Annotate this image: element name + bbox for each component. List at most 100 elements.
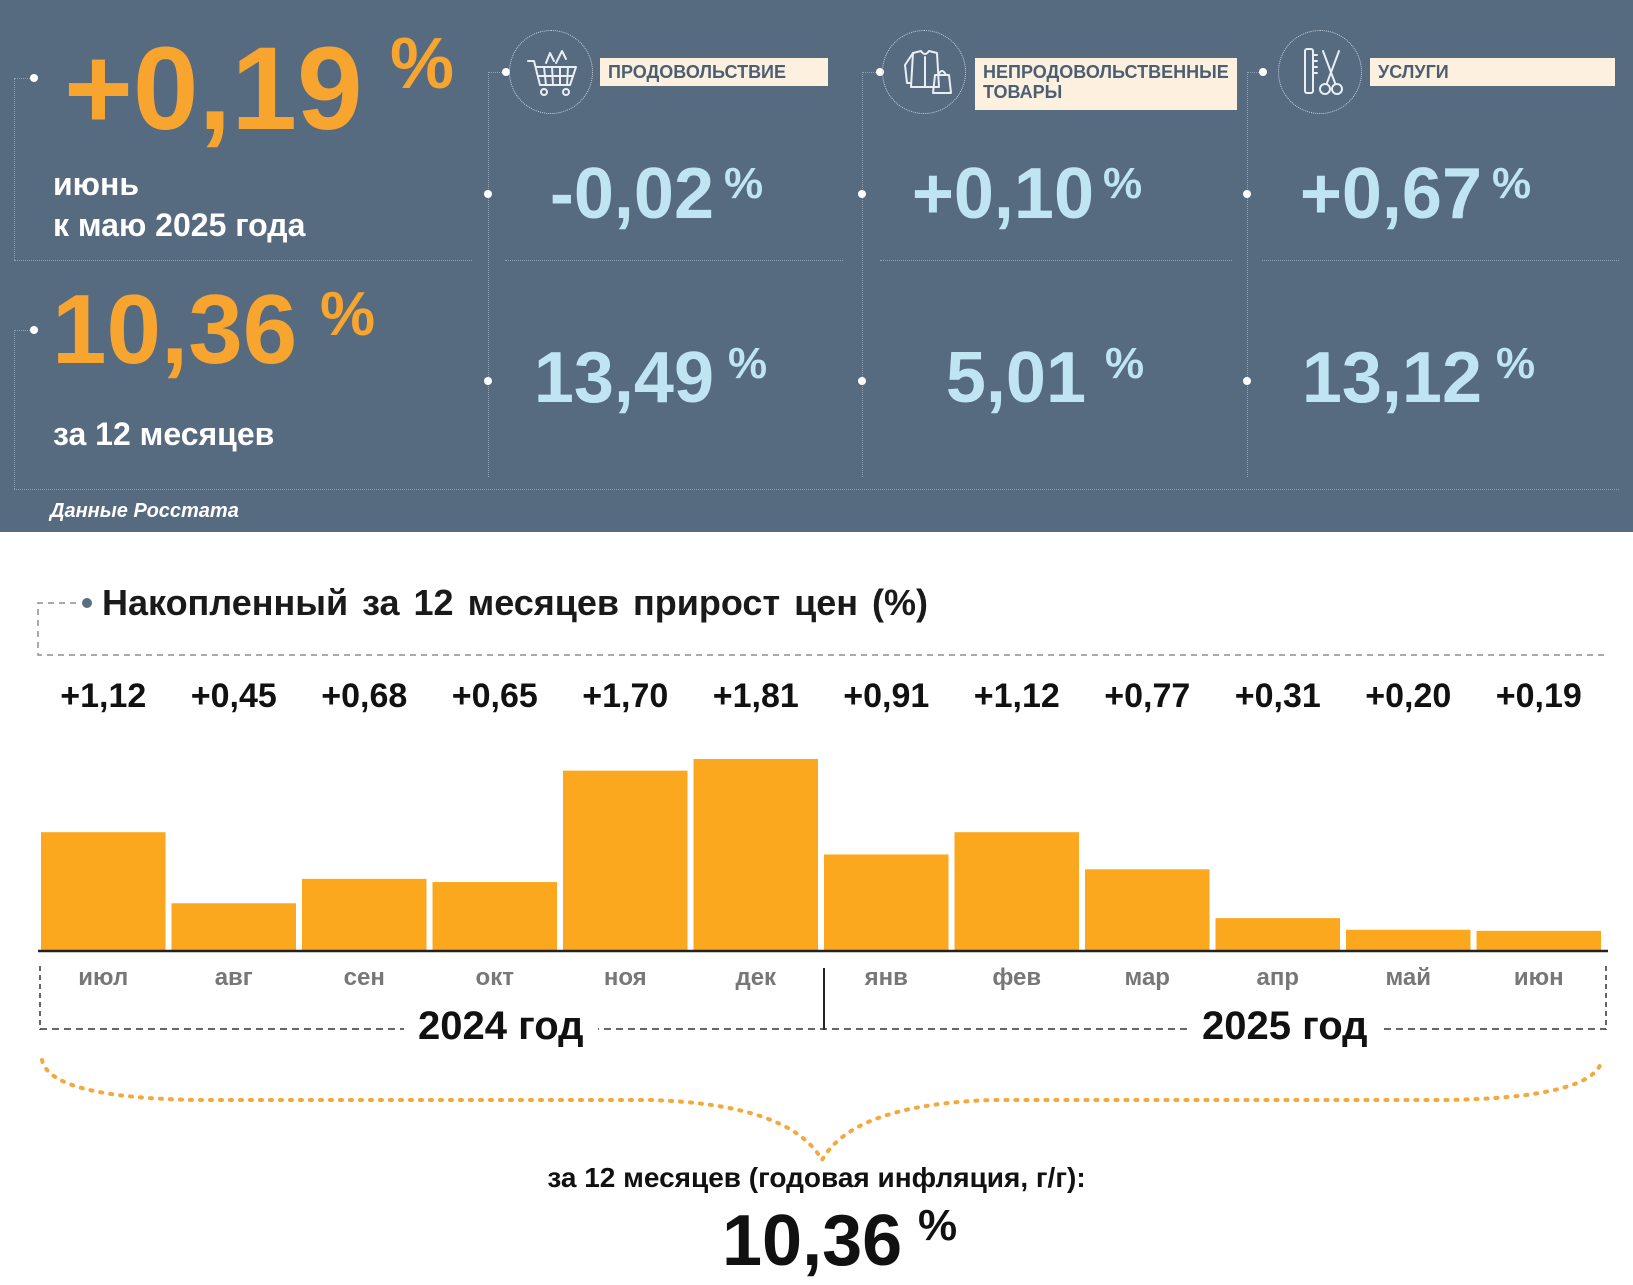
value-label-окт: +0,65 (451, 677, 538, 715)
nonfood-annual-percent: % (1105, 339, 1145, 388)
category-label-nonfood: НЕПРОДОВОЛЬСТВЕННЫЕ ТОВАРЫ (975, 58, 1237, 110)
connector (488, 72, 506, 73)
data-source: Данные Росстата (50, 500, 239, 522)
year-label-2025: 2025 год (1188, 1004, 1382, 1049)
shopping-cart-icon (509, 30, 593, 114)
food-monthly-value: -0,02 (549, 154, 714, 234)
total-caption: за 12 месяцев (годовая инфляция, г/г): (547, 1162, 1086, 1193)
total-percent-sign: % (918, 1201, 958, 1250)
bar-окт (432, 882, 557, 951)
annual-value: 10,36 (52, 274, 298, 384)
category-label-services: УСЛУГИ (1370, 58, 1615, 86)
value-label-июн: +0,19 (1495, 677, 1582, 715)
month-label-мар: мар (1124, 964, 1170, 991)
month-label-июл: июл (78, 964, 129, 991)
connector (1247, 72, 1263, 73)
monthly-percent-sign: % (390, 24, 455, 104)
node-dot (484, 190, 492, 198)
category-label-nonfood-line1: НЕПРОДОВОЛЬСТВЕННЫЕ (983, 62, 1229, 82)
bar-янв (824, 854, 949, 951)
title-bullet (82, 598, 92, 608)
connector (14, 78, 34, 79)
node-dot (858, 190, 866, 198)
nonfood-monthly-value: +0,10 (911, 154, 1094, 234)
total-brace (40, 1058, 1604, 1165)
month-label-дек: дек (735, 964, 777, 991)
divider (14, 260, 472, 261)
month-label-сен: сен (343, 964, 385, 991)
connector (862, 72, 863, 477)
connector (862, 72, 880, 73)
bar-дек (693, 759, 818, 951)
divider (880, 260, 1232, 261)
month-label-апр: апр (1256, 964, 1299, 991)
monthly-label-month: июнь (53, 166, 139, 202)
node-dot (1243, 190, 1251, 198)
value-label-авг: +0,45 (190, 677, 277, 715)
value-label-май: +0,20 (1365, 677, 1452, 715)
connector (14, 330, 15, 489)
connector (488, 72, 489, 477)
value-label-сен: +0,68 (321, 677, 408, 715)
annual-label: за 12 месяцев (53, 416, 275, 452)
services-annual-percent: % (1496, 339, 1536, 388)
value-label-июл: +1,12 (60, 677, 147, 715)
node-dot (502, 68, 510, 76)
month-label-окт: окт (475, 964, 514, 991)
month-label-июн: июн (1513, 964, 1564, 991)
bar-май (1346, 929, 1471, 951)
month-label-янв: янв (864, 964, 908, 991)
node-dot (30, 326, 38, 334)
divider (505, 260, 843, 261)
node-dot (858, 377, 866, 385)
connector (1247, 72, 1248, 477)
node-dot (876, 68, 884, 76)
category-label-nonfood-line2: ТОВАРЫ (983, 82, 1063, 102)
scissors-comb-icon (1278, 30, 1362, 114)
bar-сен (302, 878, 427, 951)
annual-percent-sign: % (320, 280, 376, 349)
divider (14, 489, 1619, 490)
node-dot (30, 74, 38, 82)
month-label-ноя: ноя (603, 964, 647, 991)
summary-panel: +0,19 % июнь к маю 2025 года 10,36 % за … (0, 0, 1633, 532)
nonfood-annual-value: 5,01 (945, 338, 1086, 418)
bar-апр (1215, 918, 1340, 951)
total-value: 10,36 (722, 1201, 903, 1281)
divider (1262, 260, 1619, 261)
value-label-янв: +0,91 (843, 677, 930, 715)
connector (14, 330, 34, 331)
month-label-май: май (1385, 964, 1432, 991)
month-label-фев: фев (992, 964, 1042, 991)
category-label-food: ПРОДОВОЛЬСТВИЕ (600, 58, 828, 86)
bar-авг (171, 903, 296, 951)
title-connector (37, 602, 1608, 656)
monthly-value: +0,19 (64, 23, 363, 155)
food-annual-percent: % (728, 339, 768, 388)
node-dot (1243, 377, 1251, 385)
bar-фев (954, 832, 1079, 951)
node-dot (484, 377, 492, 385)
connector (14, 78, 15, 260)
value-label-апр: +0,31 (1234, 677, 1321, 715)
nonfood-monthly-percent: % (1103, 159, 1143, 208)
category-label-food-text: ПРОДОВОЛЬСТВИЕ (608, 62, 787, 82)
clothing-icon (882, 30, 966, 114)
value-label-ноя: +1,70 (582, 677, 669, 715)
node-dot (1259, 68, 1267, 76)
value-label-мар: +0,77 (1104, 677, 1191, 715)
chart-title: Накопленный за 12 месяцев прирост цен (%… (102, 582, 928, 623)
monthly-label-period: к маю 2025 года (53, 207, 306, 243)
bar-июл (41, 832, 166, 951)
food-annual-value: 13,49 (533, 338, 714, 418)
services-annual-value: 13,12 (1301, 338, 1482, 418)
services-monthly-value: +0,67 (1299, 154, 1482, 234)
food-monthly-percent: % (724, 159, 764, 208)
bar-ноя (563, 770, 688, 951)
bar-июн (1476, 930, 1601, 951)
value-label-фев: +1,12 (973, 677, 1060, 715)
value-label-дек: +1,81 (712, 677, 799, 715)
month-label-авг: авг (214, 964, 253, 991)
bar-мар (1085, 869, 1210, 951)
